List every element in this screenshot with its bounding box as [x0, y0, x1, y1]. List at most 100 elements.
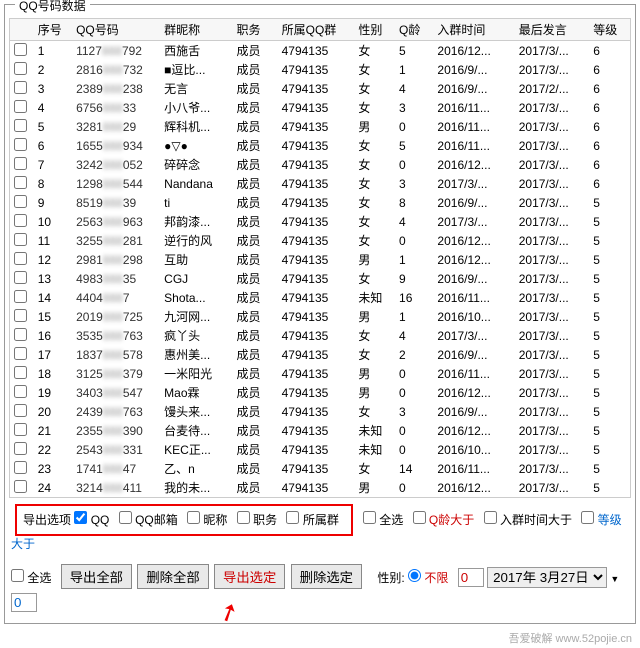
row-checkbox[interactable]	[14, 461, 27, 474]
row-checkbox[interactable]	[14, 290, 27, 303]
cell-role: 成员	[232, 364, 277, 383]
cell-join: 2017/3/...	[433, 326, 514, 345]
col-6[interactable]: Q龄	[395, 19, 433, 41]
table-row[interactable]: 102563888963邦韵漆...成员4794135女42017/3/...2…	[10, 212, 630, 231]
cell-seq: 11	[34, 231, 72, 250]
btn-delete-all[interactable]: 删除全部	[137, 564, 208, 589]
row-checkbox[interactable]	[14, 138, 27, 151]
table-row[interactable]: 243214888411我的未...成员4794135男02016/12...2…	[10, 478, 630, 497]
col-4[interactable]: 所属QQ群	[278, 19, 355, 41]
cell-seq: 10	[34, 212, 72, 231]
row-checkbox[interactable]	[14, 119, 27, 132]
col-5[interactable]: 性别	[354, 19, 395, 41]
table-row[interactable]: 61655888934●▽●成员4794135女52016/11...2017/…	[10, 136, 630, 155]
chk-qq[interactable]	[74, 511, 87, 524]
table-row[interactable]: 152019888725九河网...成员4794135男12016/10...2…	[10, 307, 630, 326]
cell-age: 8	[395, 193, 433, 212]
cell-nick: ●▽●	[160, 136, 232, 155]
row-checkbox[interactable]	[14, 366, 27, 379]
table-row[interactable]: 183125888379一米阳光成员4794135男02016/11...201…	[10, 364, 630, 383]
row-checkbox[interactable]	[14, 271, 27, 284]
table-row[interactable]: 122981888298互助成员4794135男12016/12...2017/…	[10, 250, 630, 269]
data-table-wrap: 序号QQ号码群昵称职务所属QQ群性别Q龄入群时间最后发言等级 111278887…	[9, 18, 631, 498]
table-row[interactable]: 32389888238无言成员4794135女42016/9/...2017/2…	[10, 79, 630, 98]
cell-role: 成员	[232, 155, 277, 174]
cell-join: 2016/11...	[433, 117, 514, 136]
chk-join[interactable]	[484, 511, 497, 524]
cell-last: 2017/3/...	[515, 307, 590, 326]
table-row[interactable]: 23174188847乙、n成员4794135女142016/11...2017…	[10, 459, 630, 478]
col-7[interactable]: 入群时间	[433, 19, 514, 41]
row-checkbox[interactable]	[14, 176, 27, 189]
cell-role: 成员	[232, 459, 277, 478]
col-0[interactable]: 序号	[34, 19, 72, 41]
col-3[interactable]: 职务	[232, 19, 277, 41]
table-row[interactable]: 163535888763疯丫头成员4794135女42017/3/...2017…	[10, 326, 630, 345]
row-checkbox[interactable]	[14, 347, 27, 360]
table-row[interactable]: 11127888792西施舌成员4794135女52016/12...2017/…	[10, 41, 630, 61]
table-row[interactable]: 81298888544Nandana成员4794135女32017/3/...2…	[10, 174, 630, 193]
table-row[interactable]: 4675688833小八爷...成员4794135女32016/11...201…	[10, 98, 630, 117]
input-qage[interactable]	[458, 568, 484, 587]
row-checkbox[interactable]	[14, 309, 27, 322]
col-1[interactable]: QQ号码	[72, 19, 160, 41]
chk-level[interactable]	[581, 511, 594, 524]
table-row[interactable]: 193403888547Mao霖成员4794135男02016/12...201…	[10, 383, 630, 402]
row-checkbox[interactable]	[14, 157, 27, 170]
row-checkbox[interactable]	[14, 43, 27, 56]
cell-age: 0	[395, 231, 433, 250]
row-checkbox[interactable]	[14, 328, 27, 341]
table-row[interactable]: 13498388835CGJ成员4794135女92016/9/...2017/…	[10, 269, 630, 288]
row-checkbox[interactable]	[14, 100, 27, 113]
row-checkbox[interactable]	[14, 214, 27, 227]
radio-sex-any[interactable]	[408, 569, 421, 582]
table-row[interactable]: 5328188829辉科机...成员4794135男02016/11...201…	[10, 117, 630, 136]
cell-group: 4794135	[278, 459, 355, 478]
chk-group[interactable]	[286, 511, 299, 524]
col-9[interactable]: 等级	[589, 19, 630, 41]
col-8[interactable]: 最后发言	[515, 19, 590, 41]
cell-qq: 3255888281	[72, 231, 160, 250]
cell-age: 0	[395, 440, 433, 459]
table-row[interactable]: 1444048887Shota...成员4794135未知162016/11..…	[10, 288, 630, 307]
chk-nick[interactable]	[187, 511, 200, 524]
cell-nick: KEC正...	[160, 440, 232, 459]
chk-select-all-bottom[interactable]	[11, 569, 24, 582]
chk-qage[interactable]	[413, 511, 426, 524]
table-row[interactable]: 22816888732■逗比...成员4794135女12016/9/...20…	[10, 60, 630, 79]
row-checkbox[interactable]	[14, 81, 27, 94]
table-row[interactable]: 113255888281逆行的风成员4794135女02016/12...201…	[10, 231, 630, 250]
cell-last: 2017/3/...	[515, 288, 590, 307]
input-level[interactable]	[11, 593, 37, 612]
table-row[interactable]: 202439888763馒头来...成员4794135女32016/9/...2…	[10, 402, 630, 421]
cell-seq: 12	[34, 250, 72, 269]
row-checkbox[interactable]	[14, 423, 27, 436]
row-checkbox[interactable]	[14, 252, 27, 265]
cell-age: 3	[395, 98, 433, 117]
btn-export-selected[interactable]: 导出选定	[214, 564, 285, 589]
row-checkbox[interactable]	[14, 404, 27, 417]
chk-select-all-top[interactable]	[363, 511, 376, 524]
col-2[interactable]: 群昵称	[160, 19, 232, 41]
chk-qqmail[interactable]	[119, 511, 132, 524]
table-row[interactable]: 73242888052碎碎念成员4794135女02016/12...2017/…	[10, 155, 630, 174]
table-row[interactable]: 171837888578惠州美...成员4794135女22016/9/...2…	[10, 345, 630, 364]
row-checkbox[interactable]	[14, 480, 27, 493]
table-row[interactable]: 212355888390台麦待...成员4794135未知02016/12...…	[10, 421, 630, 440]
cell-nick: Mao霖	[160, 383, 232, 402]
table-row[interactable]: 9851988839ti成员4794135女82016/9/...2017/3/…	[10, 193, 630, 212]
row-checkbox[interactable]	[14, 195, 27, 208]
cell-level: 6	[589, 41, 630, 61]
cell-qq: 1298888544	[72, 174, 160, 193]
cell-role: 成员	[232, 288, 277, 307]
row-checkbox[interactable]	[14, 62, 27, 75]
btn-export-all[interactable]: 导出全部	[61, 564, 132, 589]
row-checkbox[interactable]	[14, 442, 27, 455]
row-checkbox[interactable]	[14, 385, 27, 398]
chk-role[interactable]	[237, 511, 250, 524]
cell-age: 1	[395, 307, 433, 326]
row-checkbox[interactable]	[14, 233, 27, 246]
btn-delete-selected[interactable]: 删除选定	[291, 564, 362, 589]
select-date[interactable]: 2017年 3月27日	[487, 567, 607, 588]
table-row[interactable]: 222543888331KEC正...成员4794135未知02016/10..…	[10, 440, 630, 459]
